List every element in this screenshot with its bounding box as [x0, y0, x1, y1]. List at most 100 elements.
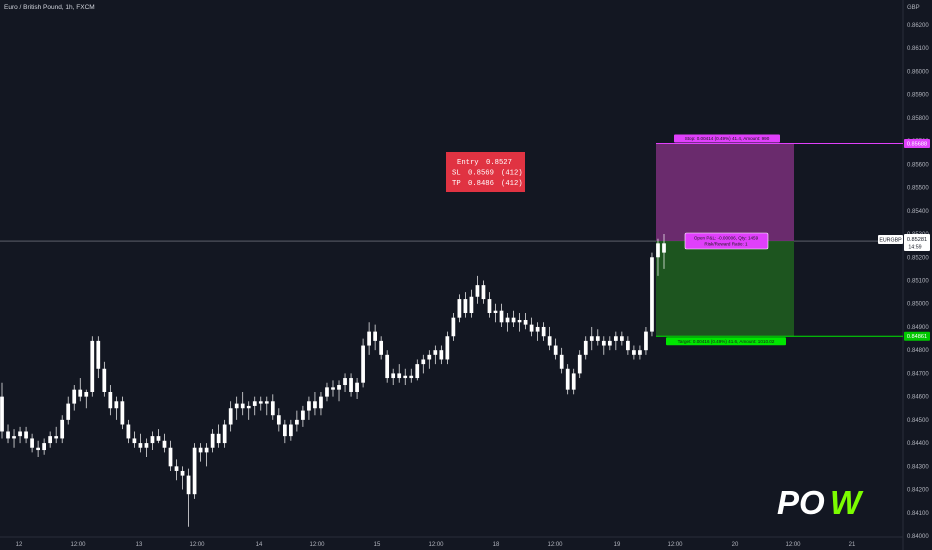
- candle-body: [469, 296, 474, 314]
- candle-body: [276, 415, 281, 425]
- time-tick-label: 12:00: [667, 542, 683, 548]
- candle-body: [535, 326, 540, 332]
- price-tick-label: 0.85200: [907, 255, 929, 261]
- target-zone[interactable]: [656, 241, 794, 337]
- candle-body: [565, 368, 570, 390]
- candle-body: [36, 447, 40, 451]
- candle-body: [138, 443, 143, 448]
- candle-body: [96, 340, 101, 369]
- candle-body: [234, 403, 239, 409]
- sl-label: SL: [452, 170, 461, 178]
- candle-body: [150, 436, 155, 444]
- candle-body: [72, 389, 77, 404]
- price-axis[interactable]: 0.862000.861000.860000.859000.858000.857…: [907, 23, 929, 540]
- price-tick-label: 0.86200: [907, 23, 929, 29]
- entry-label: Entry: [457, 159, 479, 167]
- open-pnl-label: Open P&L: -0.00006, Qty: 1459: [694, 236, 759, 241]
- candle-body: [313, 401, 317, 409]
- time-tick-label: 12:00: [547, 542, 563, 548]
- candle-body: [54, 436, 59, 439]
- candle-body: [48, 436, 53, 444]
- candle-body: [626, 340, 630, 351]
- candle-body: [439, 350, 444, 360]
- candle-body: [114, 401, 119, 409]
- target-price-tag: [904, 331, 930, 341]
- entry-info-box: [446, 152, 525, 192]
- candle-body: [559, 354, 564, 369]
- price-tick-label: 0.85100: [907, 279, 929, 285]
- candle-body: [511, 317, 516, 323]
- bar-countdown: 14:59: [908, 245, 921, 251]
- candle-body: [349, 378, 353, 392]
- candle-body: [391, 373, 396, 379]
- candle-body: [632, 350, 636, 355]
- time-tick-label: 12:00: [428, 542, 444, 548]
- candle-body: [517, 319, 522, 323]
- candle-body: [409, 375, 414, 379]
- tp-value: 0.8486: [468, 180, 494, 188]
- sl-pips: (412): [501, 170, 523, 178]
- time-tick-label: 21: [849, 542, 856, 548]
- candle-body: [30, 438, 34, 448]
- chart-title: Euro / British Pound, 1h, FXCM: [4, 4, 95, 11]
- candle-body: [295, 419, 299, 425]
- candle-body: [463, 299, 468, 314]
- candle-body: [601, 340, 606, 346]
- candle-body: [319, 396, 323, 409]
- candle-body: [571, 373, 576, 390]
- candle-body: [246, 405, 251, 409]
- candle-body: [210, 433, 215, 448]
- logo-text-right: W: [830, 484, 864, 521]
- candle-body: [547, 336, 552, 346]
- candle-body: [385, 354, 390, 379]
- candle-body: [180, 470, 185, 476]
- pow-logo: PO W: [777, 484, 864, 521]
- current-price-tag: [904, 234, 930, 251]
- candle-body: [60, 419, 65, 439]
- candle-body: [222, 424, 227, 444]
- time-tick-label: 12:00: [189, 542, 205, 548]
- candle-body: [66, 403, 71, 420]
- candle-body: [499, 310, 504, 323]
- time-tick-label: 20: [732, 542, 739, 548]
- stop-zone[interactable]: [656, 143, 794, 242]
- candle-body: [78, 389, 83, 397]
- candlestick-series: [0, 234, 666, 527]
- price-tick-label: 0.85800: [907, 116, 929, 122]
- candle-body: [421, 359, 426, 365]
- candle-body: [204, 447, 209, 453]
- candle-body: [583, 340, 588, 355]
- candle-body: [24, 431, 28, 439]
- candle-body: [90, 340, 95, 392]
- candle-body: [289, 424, 293, 437]
- price-tick-label: 0.84600: [907, 395, 929, 401]
- candle-body: [0, 396, 4, 432]
- candle-body: [505, 317, 510, 323]
- candle-body: [84, 391, 89, 397]
- candle-body: [264, 401, 269, 404]
- risk-reward-label: Risk/Reward Ratio: 1: [704, 242, 748, 247]
- candle-body: [6, 431, 10, 439]
- candle-body: [656, 243, 660, 258]
- candle-body: [577, 354, 582, 374]
- time-tick-label: 12:00: [309, 542, 325, 548]
- candle-body: [427, 354, 432, 360]
- candle-body: [379, 340, 384, 355]
- price-tick-label: 0.85900: [907, 93, 929, 99]
- time-tick-label: 14: [256, 542, 263, 548]
- candle-body: [487, 299, 492, 314]
- position-info-box[interactable]: [684, 232, 769, 250]
- candle-body: [216, 433, 221, 444]
- candle-body: [186, 475, 191, 495]
- candle-body: [343, 378, 347, 386]
- candle-body: [12, 436, 16, 439]
- candle-body: [553, 345, 558, 355]
- price-tick-label: 0.84500: [907, 418, 929, 424]
- candle-body: [126, 424, 131, 439]
- price-tick-label: 0.84200: [907, 488, 929, 494]
- stop-price-tag: [904, 138, 930, 148]
- time-axis[interactable]: 12 12:00 13 12:00 14 12:00 15 12:00 18 12:00 19 12:…: [16, 542, 856, 548]
- stop-price-tag-text: 0.85688: [907, 141, 927, 147]
- candle-body: [662, 243, 666, 253]
